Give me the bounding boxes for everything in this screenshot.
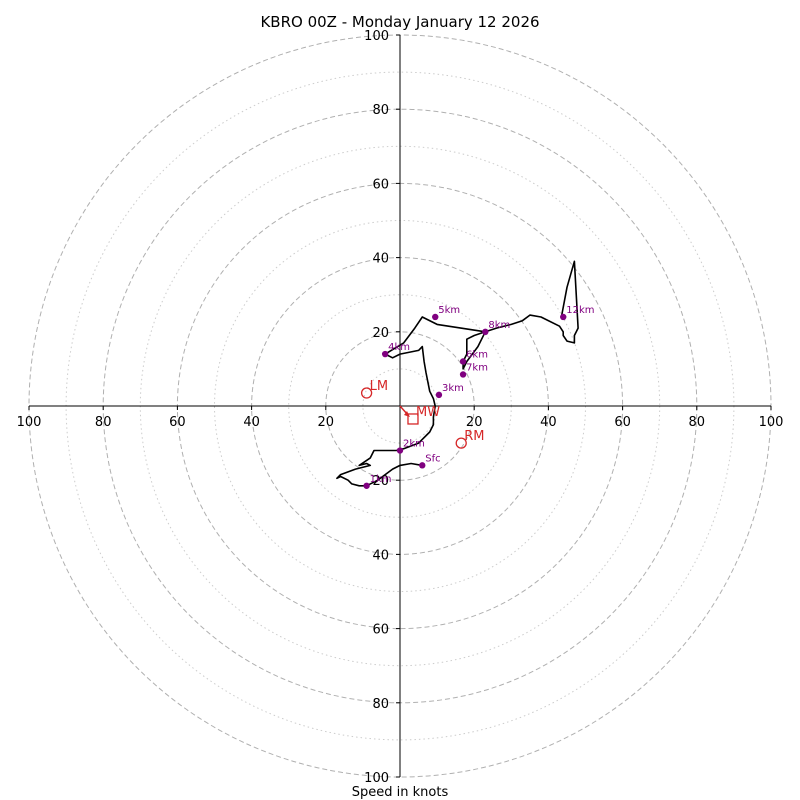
x-tick-label: 100 — [759, 415, 784, 430]
x-tick-label: 80 — [95, 415, 112, 430]
height-marker-label: 3km — [442, 383, 464, 394]
height-marker-label: 4km — [388, 342, 410, 353]
y-tick-label: 100 — [364, 771, 389, 786]
x-tick-label: 60 — [169, 415, 186, 430]
height-marker-dot — [363, 482, 370, 489]
height-marker-label: 12km — [566, 305, 594, 316]
motion-label: LM — [370, 379, 388, 394]
x-tick-label: 40 — [243, 415, 260, 430]
height-marker-label: 1km — [370, 474, 392, 485]
x-axis-label: Speed in knots — [352, 785, 449, 800]
y-tick-label: 80 — [372, 697, 389, 712]
motion-marker — [407, 413, 419, 425]
y-tick-label: 20 — [372, 326, 389, 341]
height-marker-dot — [560, 313, 567, 321]
height-marker-label: 5km — [438, 305, 460, 316]
x-tick-label: 60 — [614, 415, 631, 430]
y-tick-label: 60 — [372, 177, 389, 192]
y-tick-label: 40 — [372, 548, 389, 563]
height-marker-label: 6km — [466, 349, 488, 360]
height-marker-dot — [482, 328, 489, 335]
storm-motions: LM RM MW — [360, 379, 484, 449]
x-tick-label: 80 — [689, 415, 706, 430]
hodograph-line — [336, 260, 579, 487]
hodograph-trace — [336, 260, 579, 487]
y-tick-label: 40 — [372, 252, 389, 267]
x-tick-label: 100 — [17, 415, 42, 430]
motion-label: MW — [416, 405, 440, 420]
height-marker-dot — [459, 358, 467, 365]
y-tick-label: 100 — [364, 29, 389, 44]
y-tick-label: 20 — [372, 474, 389, 489]
height-marker-dot — [435, 391, 443, 399]
x-tick-label: 20 — [318, 415, 335, 430]
height-marker-dot — [432, 313, 439, 321]
height-marker-label: 2km — [403, 439, 425, 450]
x-tick-label: 40 — [540, 415, 557, 430]
height-marker-dot — [381, 350, 389, 358]
height-marker-dot — [396, 447, 404, 454]
height-marker-label: 8km — [488, 320, 510, 331]
y-tick-label: 80 — [372, 103, 389, 118]
height-marker-dot — [419, 462, 426, 469]
tick-labels: 100 100 80 80 60 60 40 40 20 20 20 20 40 40 60 60 80 80 10… — [17, 29, 784, 786]
height-marker-label: 7km — [466, 362, 488, 373]
motion-label: RM — [464, 429, 484, 444]
height-marker-dot — [459, 371, 467, 378]
y-tick-label: 60 — [372, 623, 389, 638]
motion-marker — [455, 437, 467, 449]
motion-marker — [360, 387, 373, 399]
x-tick-label: 20 — [466, 415, 483, 430]
height-marker-label: Sfc — [425, 453, 440, 464]
chart-title: KBRO 00Z - Monday January 12 2026 — [260, 13, 539, 31]
height-markers: Sfc 1km 2km 3km 4km 5km 6km 7km 8km 12km — [363, 305, 595, 489]
